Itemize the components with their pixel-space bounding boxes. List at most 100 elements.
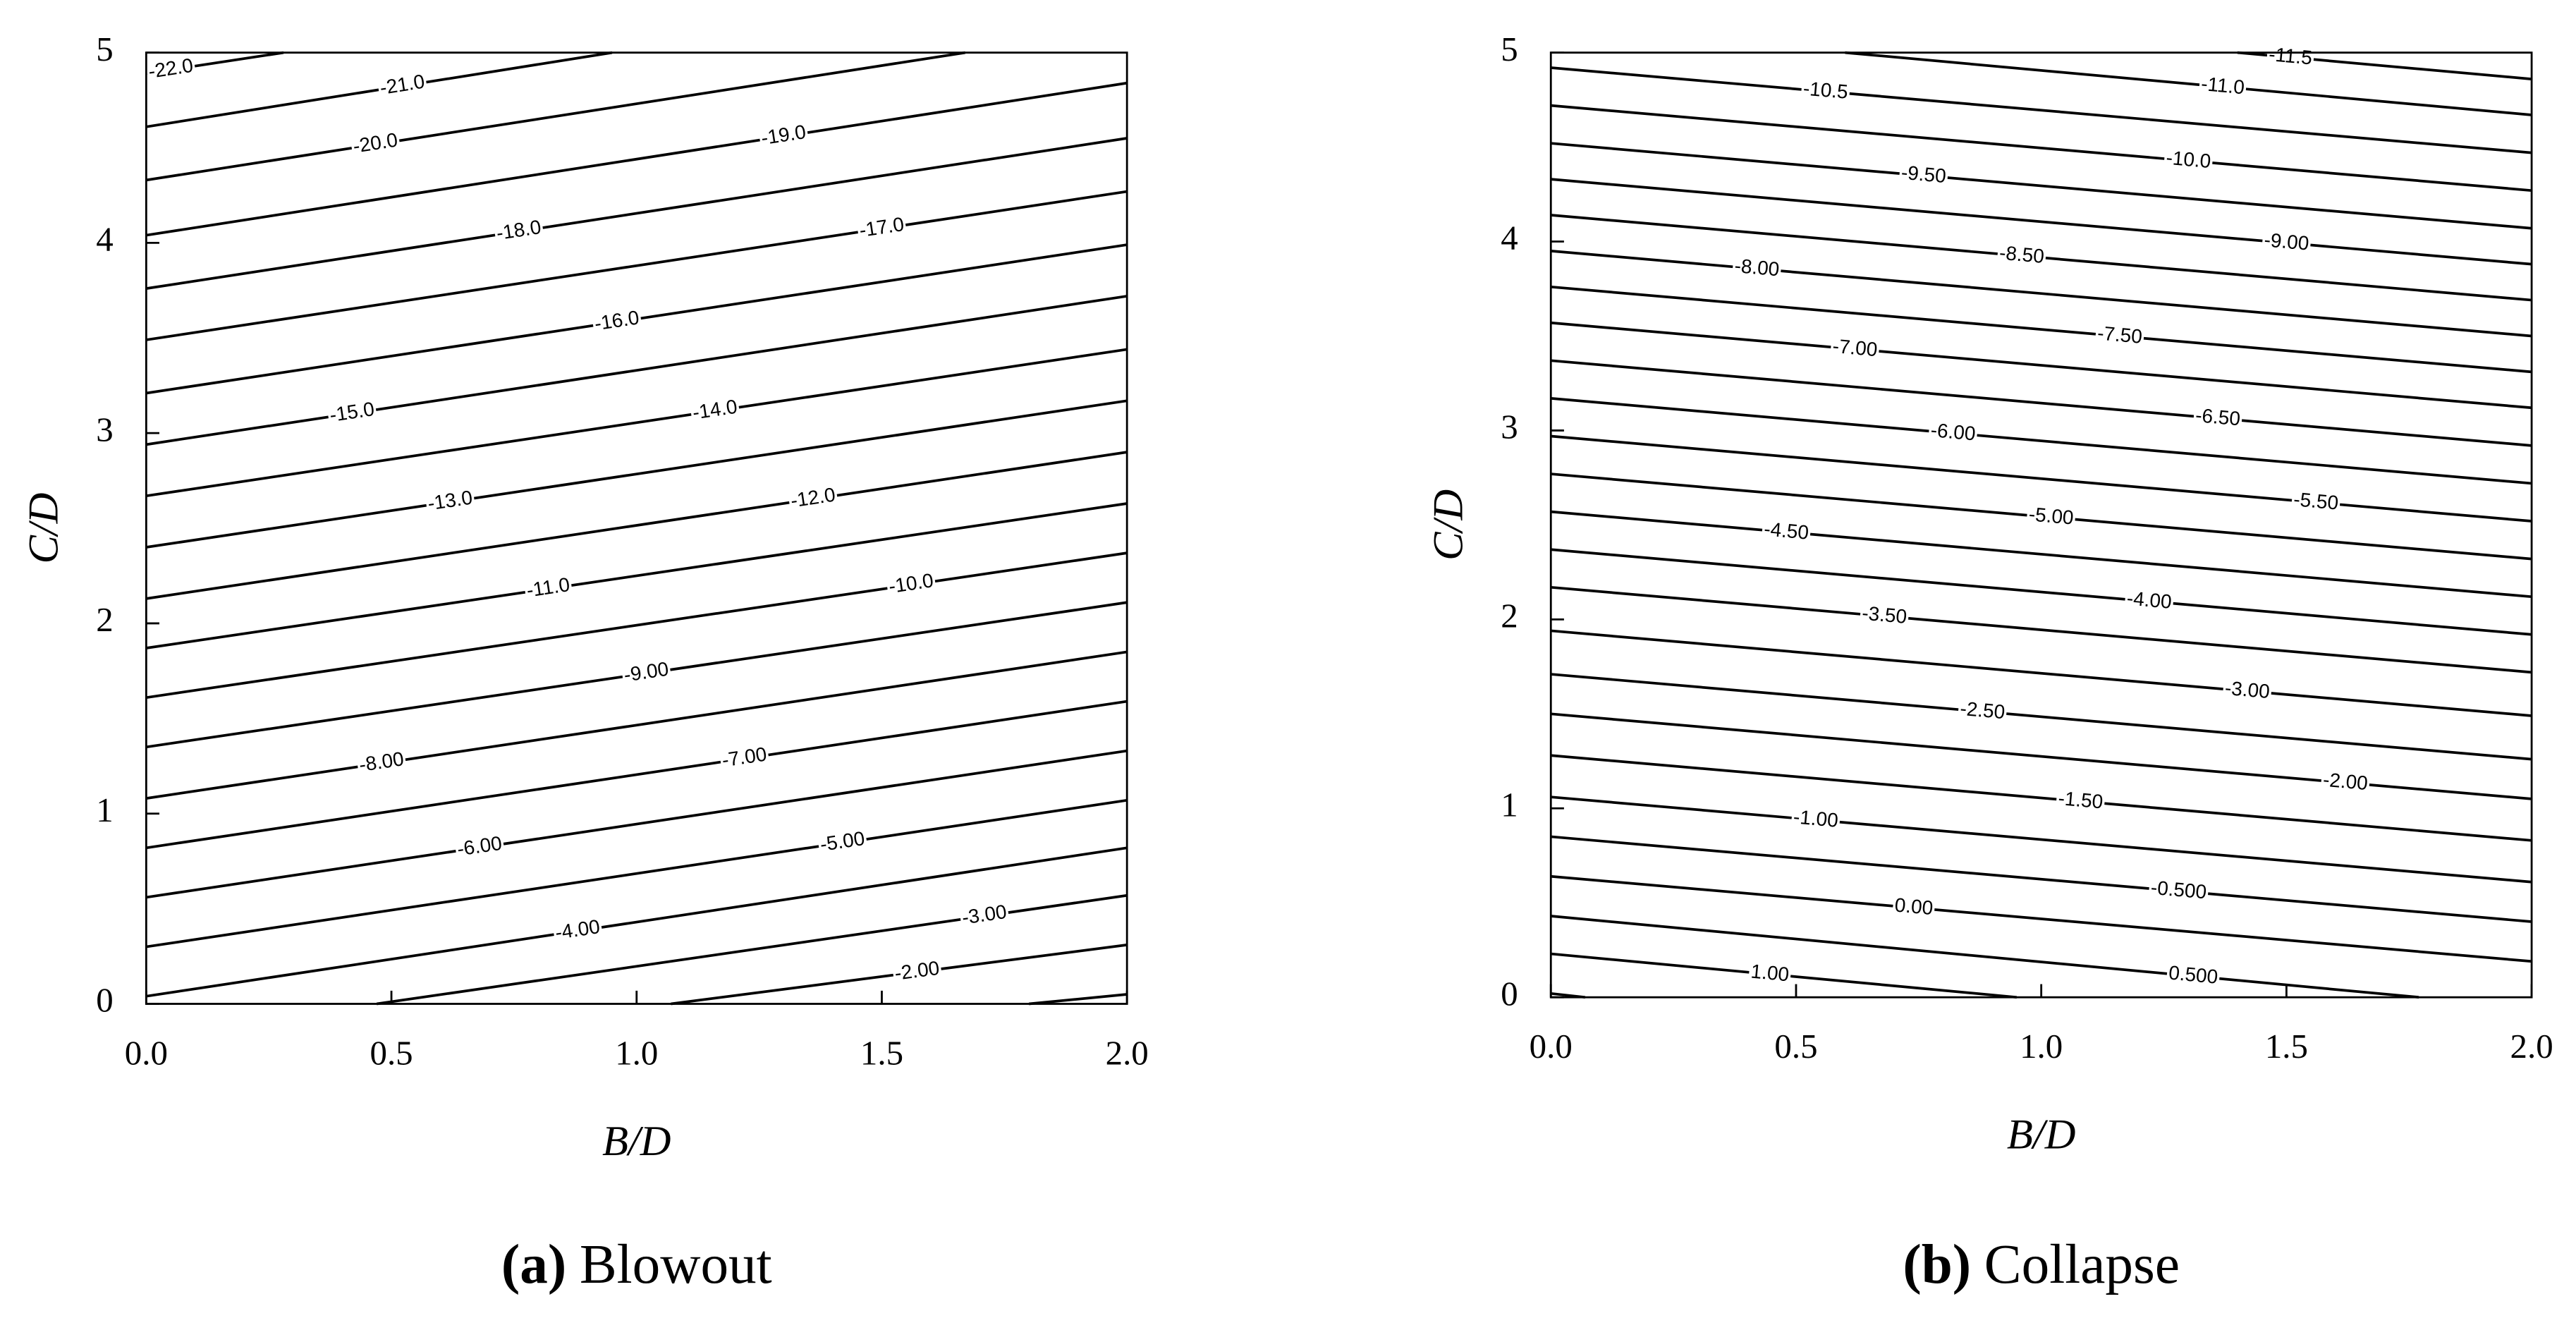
contour-line (146, 502, 1128, 649)
contour-label-group: -4.00 (551, 915, 604, 944)
y-tick-label: 2 (1501, 597, 1518, 635)
caption: (b) Collapse (1903, 1233, 2180, 1295)
contour-label-bg (591, 305, 642, 335)
x-axis-label: B/D (2007, 1111, 2076, 1158)
contour-label-bg (787, 483, 838, 512)
contour-label-bg (1928, 418, 1979, 445)
contour-label: -10.5 (1802, 77, 1849, 102)
contour-label: -1.50 (2057, 787, 2104, 812)
contour-label: -18.0 (495, 216, 543, 244)
contour-label-group: -11.0 (2198, 72, 2247, 99)
contour-label: -9.50 (1900, 161, 1947, 187)
contour-label-group: 0.500 (2166, 961, 2221, 989)
contour-label-group: -7.50 (2094, 322, 2145, 348)
contour-line (1551, 915, 2419, 999)
x-tick-label: 1.5 (860, 1033, 903, 1072)
contour-label-bg (1790, 805, 1841, 832)
y-tick-label: 5 (96, 30, 113, 68)
contour-line (1551, 285, 2532, 374)
contour-label-bg (817, 826, 868, 856)
contour-label-group: -8.50 (1996, 241, 2047, 268)
contour-label: -7.50 (2096, 322, 2143, 347)
x-tick-label: 0.0 (1530, 1027, 1573, 1066)
contour-label-bg (689, 395, 740, 424)
contour-line (146, 348, 1128, 498)
contour-label-bg (326, 397, 378, 427)
contour-label-group: 1.00 (1748, 960, 1792, 986)
contour-label-group: -20.0 (350, 128, 401, 158)
contour-label-group: -6.00 (1928, 418, 1979, 445)
y-tick-label: 1 (96, 791, 113, 829)
contour-label: 0.00 (1894, 893, 1934, 919)
contour-label-group: -0.500 (2148, 876, 2209, 903)
contour-label-bg (891, 956, 943, 985)
contour-label-bg (2261, 228, 2312, 255)
contour-line (1551, 874, 2532, 963)
x-tick-label: 0.5 (370, 1033, 413, 1072)
caption-label: (b) (1903, 1233, 1971, 1295)
contour-line (146, 137, 1128, 290)
contour-label-group: -5.50 (2290, 488, 2341, 514)
y-tick-label: 2 (96, 600, 113, 639)
contour-line (146, 798, 1128, 948)
contour-line (146, 81, 1128, 237)
caption: (a) Blowout (501, 1233, 772, 1295)
contour-label-bg (523, 573, 573, 602)
x-tick-label: 1.5 (2265, 1027, 2308, 1066)
contour-label-group: -6.50 (2192, 403, 2243, 430)
contour-label: -10.0 (887, 569, 935, 597)
contour-label-bg (425, 486, 476, 515)
contour-label-group: -2.00 (2320, 768, 2371, 795)
contour-label-bg (1748, 960, 1792, 986)
contour-label-group: -8.00 (1732, 254, 1782, 281)
contour-label-group: -9.00 (2261, 228, 2312, 255)
contour-label-bg (1898, 161, 1949, 188)
contour-label: -5.00 (819, 827, 867, 855)
contour-line (1845, 51, 2532, 116)
contour-label: -13.0 (426, 487, 474, 515)
contour-label: -6.50 (2195, 404, 2241, 429)
y-axis-label: C/D (1424, 489, 1472, 561)
contour-label-bg (377, 70, 428, 99)
y-tick-label: 4 (96, 220, 113, 259)
contour-label: -8.00 (358, 748, 405, 776)
contour-label: 1.00 (1750, 960, 1790, 985)
caption-text: Blowout (580, 1233, 772, 1295)
contour-label-bg (2192, 403, 2243, 430)
contour-label: -14.0 (691, 396, 739, 424)
contour-label: -7.00 (721, 743, 769, 771)
contour-label-group: -13.0 (425, 486, 476, 515)
contour-label-group: -4.00 (2124, 587, 2175, 614)
contour-label-bg (2290, 488, 2341, 514)
contour-label-group: -5.00 (2026, 503, 2077, 529)
contour-label: -3.00 (2224, 677, 2271, 702)
contour-line (1551, 835, 2532, 923)
contour-label-bg (1892, 893, 1936, 920)
contour-label: -19.0 (759, 121, 807, 149)
contour-line (1551, 250, 2532, 338)
contour-label-group: -7.00 (719, 743, 770, 771)
contour-label-bg (719, 743, 770, 771)
contour-label: -16.0 (593, 306, 641, 334)
contour-label: -2.00 (2322, 769, 2369, 794)
contour-label-bg (2094, 322, 2145, 348)
contour-label-group: -17.0 (856, 212, 908, 242)
x-tick-label: 2.0 (1106, 1033, 1149, 1072)
contour-line (1551, 178, 2532, 266)
contour-label-group: -2.50 (1958, 697, 2008, 724)
contour-label-bg (2056, 786, 2106, 813)
contour-label-bg (350, 128, 401, 158)
caption-label: (a) (501, 1233, 566, 1295)
contour-label-group: -16.0 (591, 305, 642, 335)
y-tick-label: 5 (1501, 30, 1518, 68)
contour-label: -1.00 (1793, 805, 1839, 831)
y-tick-label: 0 (96, 981, 113, 1020)
contour-label-bg (856, 212, 908, 242)
contour-label: -5.00 (2028, 503, 2075, 528)
contour-label-group: -22.0 (145, 54, 197, 83)
contour-label-bg (2163, 146, 2214, 173)
contour-label: -15.0 (328, 398, 376, 426)
contour-label-group: -3.50 (1859, 602, 1910, 628)
contour-line (146, 551, 1128, 700)
contour-label: -2.00 (893, 957, 941, 984)
